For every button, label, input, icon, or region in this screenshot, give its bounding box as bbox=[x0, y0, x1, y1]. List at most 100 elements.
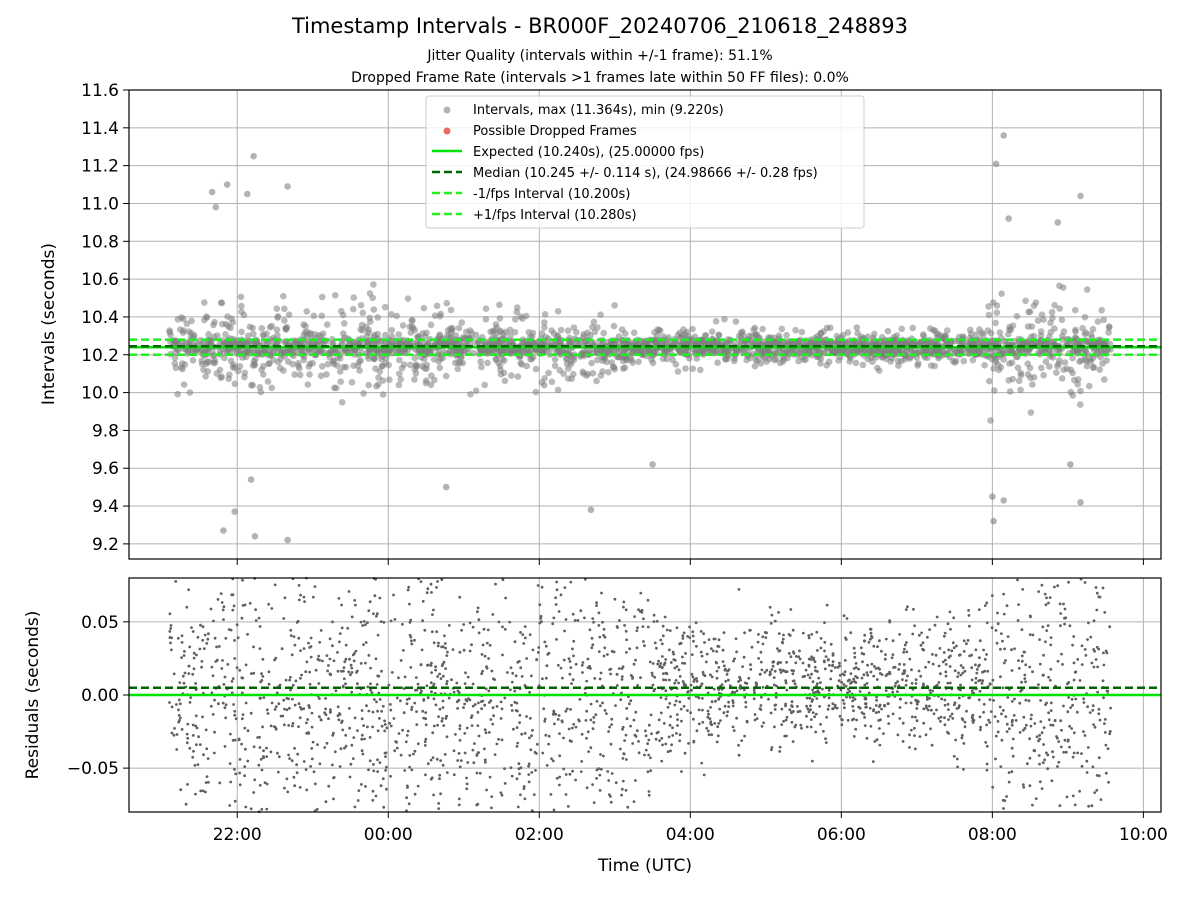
residual-point bbox=[1033, 749, 1037, 753]
residual-point bbox=[318, 640, 322, 644]
interval-point bbox=[238, 308, 245, 316]
residual-point bbox=[447, 696, 451, 700]
residual-point bbox=[715, 740, 719, 744]
interval-point bbox=[174, 316, 182, 323]
interval-point bbox=[1006, 388, 1014, 395]
residual-point bbox=[1039, 720, 1043, 723]
residual-point bbox=[169, 627, 173, 630]
interval-point bbox=[618, 326, 626, 333]
residual-point bbox=[515, 701, 519, 705]
interval-point bbox=[296, 371, 304, 379]
residual-point bbox=[393, 618, 397, 621]
interval-point bbox=[1072, 328, 1079, 335]
residual-point bbox=[880, 707, 883, 711]
residual-point bbox=[288, 706, 291, 710]
residual-point bbox=[410, 708, 413, 711]
residual-point bbox=[609, 795, 612, 798]
residual-point bbox=[930, 743, 934, 747]
residual-point bbox=[1066, 710, 1070, 714]
residual-point bbox=[438, 777, 441, 781]
residual-point bbox=[1109, 706, 1112, 710]
residual-point bbox=[190, 626, 193, 629]
residual-point bbox=[722, 711, 726, 715]
residual-point bbox=[1046, 767, 1050, 771]
top-y-ticks: 9.29.49.69.810.010.210.410.610.811.011.2… bbox=[81, 81, 129, 555]
residual-point bbox=[946, 622, 950, 626]
residual-point bbox=[490, 669, 494, 673]
residual-point bbox=[1023, 673, 1027, 677]
residual-point bbox=[985, 762, 989, 766]
interval-point bbox=[406, 323, 414, 331]
interval-point bbox=[374, 347, 381, 354]
interval-point bbox=[258, 325, 266, 332]
residual-point bbox=[659, 662, 663, 665]
residual-point bbox=[702, 673, 705, 676]
residual-point bbox=[186, 736, 190, 740]
interval-point bbox=[238, 302, 245, 310]
interval-point bbox=[482, 305, 490, 313]
residual-point bbox=[1097, 774, 1101, 778]
residual-point bbox=[1045, 596, 1048, 600]
residual-point bbox=[405, 702, 409, 706]
interval-point bbox=[674, 331, 682, 339]
residual-point bbox=[853, 697, 857, 701]
residual-point bbox=[982, 710, 985, 714]
residual-point bbox=[829, 677, 833, 681]
interval-point bbox=[887, 358, 894, 365]
residual-point bbox=[865, 682, 869, 685]
residual-point bbox=[1000, 712, 1003, 716]
residual-point bbox=[504, 596, 507, 600]
residual-point bbox=[1045, 751, 1048, 755]
residual-point bbox=[677, 681, 680, 685]
residual-point bbox=[811, 759, 814, 763]
interval-point bbox=[331, 384, 338, 392]
residual-point bbox=[187, 588, 191, 592]
interval-point bbox=[600, 329, 607, 337]
interval-point bbox=[735, 332, 743, 340]
residual-point bbox=[714, 699, 717, 703]
residual-point bbox=[935, 615, 939, 619]
residual-point bbox=[390, 671, 394, 674]
residual-point bbox=[668, 648, 671, 652]
interval-point bbox=[541, 319, 548, 326]
residual-point bbox=[833, 703, 837, 707]
residual-point bbox=[399, 659, 403, 662]
residual-point bbox=[354, 649, 358, 653]
residual-point bbox=[429, 582, 433, 586]
residual-point bbox=[404, 740, 408, 744]
residual-point bbox=[871, 760, 875, 763]
residual-point bbox=[677, 668, 681, 672]
residual-point bbox=[1068, 745, 1071, 749]
residual-point bbox=[735, 716, 738, 720]
residual-point bbox=[484, 687, 488, 691]
interval-point bbox=[256, 383, 264, 391]
residual-point bbox=[914, 698, 918, 702]
residual-point bbox=[632, 800, 636, 803]
residual-point bbox=[469, 716, 473, 719]
residual-point bbox=[308, 706, 311, 709]
residual-point bbox=[595, 768, 599, 772]
residual-point bbox=[759, 704, 763, 707]
residual-point bbox=[437, 641, 440, 645]
residual-point bbox=[223, 675, 227, 679]
residual-point bbox=[196, 635, 200, 639]
residual-point bbox=[831, 660, 835, 664]
residual-point bbox=[288, 757, 291, 760]
residual-point bbox=[356, 729, 359, 732]
interval-point bbox=[208, 188, 216, 196]
residual-point bbox=[884, 689, 888, 692]
residual-point bbox=[691, 675, 695, 679]
residual-point bbox=[1023, 726, 1027, 730]
residual-point bbox=[659, 638, 663, 642]
residual-point bbox=[789, 655, 793, 659]
residual-point bbox=[650, 732, 653, 736]
residual-point bbox=[532, 793, 536, 796]
residual-point bbox=[409, 635, 413, 639]
interval-point bbox=[247, 476, 255, 483]
residual-point bbox=[875, 678, 879, 681]
residual-point bbox=[338, 632, 342, 635]
residual-point bbox=[937, 664, 941, 668]
residual-point bbox=[265, 807, 269, 811]
y-tick-label: 9.2 bbox=[92, 535, 119, 555]
interval-point bbox=[347, 348, 355, 356]
